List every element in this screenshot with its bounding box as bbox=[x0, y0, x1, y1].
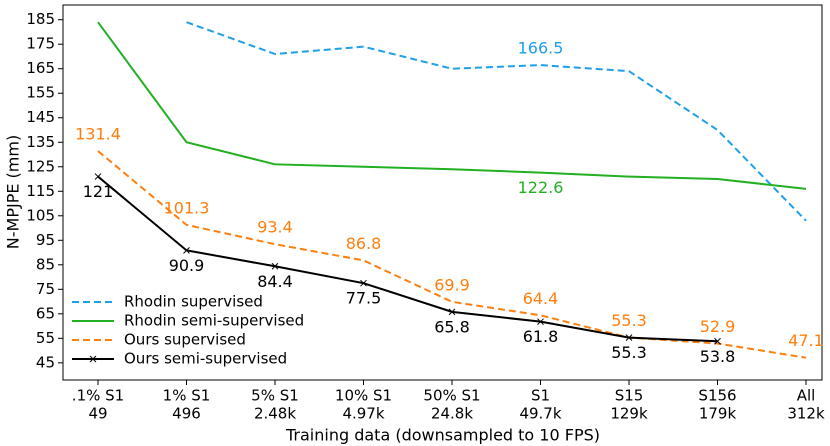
x-tick-label: S15 bbox=[615, 387, 644, 405]
data-label: 53.8 bbox=[700, 347, 736, 366]
legend-label: Ours supervised bbox=[124, 331, 246, 349]
x-tick-sublabel: 49 bbox=[88, 405, 107, 423]
point-marker bbox=[271, 262, 279, 270]
point-marker bbox=[537, 318, 544, 326]
legend-label: Rhodin semi-supervised bbox=[124, 312, 304, 330]
y-tick-label: 55 bbox=[36, 329, 55, 347]
x-tick-sublabel: 49.7k bbox=[519, 405, 561, 423]
data-label: 166.5 bbox=[518, 39, 564, 58]
legend-marker bbox=[89, 355, 97, 363]
x-tick-sublabel: 2.48k bbox=[254, 405, 296, 423]
data-label: 122.6 bbox=[518, 178, 564, 197]
data-label: 47.1 bbox=[788, 331, 824, 350]
series-line bbox=[97, 175, 718, 343]
data-label: 90.9 bbox=[169, 256, 205, 275]
y-tick-label: 145 bbox=[26, 108, 55, 126]
y-tick-label: 125 bbox=[26, 157, 55, 175]
point-marker bbox=[448, 308, 456, 316]
x-tick-label: .1% S1 bbox=[72, 387, 124, 405]
legend-label: Ours semi-supervised bbox=[124, 350, 287, 368]
data-label: 55.3 bbox=[611, 343, 647, 362]
y-tick-label: 75 bbox=[36, 280, 55, 298]
data-label: 55.3 bbox=[611, 311, 647, 330]
x-tick-sublabel: 496 bbox=[172, 405, 201, 423]
y-axis-label: N-MPJPE (mm) bbox=[4, 135, 23, 249]
data-label: 131.4 bbox=[75, 125, 121, 144]
y-tick-label: 45 bbox=[36, 353, 55, 371]
series-line bbox=[97, 21, 807, 190]
data-label: 69.9 bbox=[434, 275, 470, 294]
x-tick-label: S1 bbox=[531, 387, 550, 405]
data-label: 86.8 bbox=[346, 234, 382, 253]
data-label: 61.8 bbox=[523, 327, 559, 346]
point-marker bbox=[360, 279, 367, 287]
y-tick-label: 165 bbox=[26, 59, 55, 77]
y-tick-label: 175 bbox=[26, 35, 55, 53]
x-tick-sublabel: 129k bbox=[610, 405, 648, 423]
y-tick-label: 65 bbox=[36, 304, 55, 322]
x-tick-sublabel: 179k bbox=[699, 405, 737, 423]
x-tick-label: 10% S1 bbox=[335, 387, 392, 405]
data-label: 52.9 bbox=[700, 317, 736, 336]
data-label: 65.8 bbox=[434, 317, 470, 336]
legend-label: Rhodin supervised bbox=[124, 293, 263, 311]
y-tick-label: 135 bbox=[26, 133, 55, 151]
x-tick-label: S156 bbox=[698, 387, 736, 405]
data-label: 93.4 bbox=[257, 218, 293, 237]
data-label: 121 bbox=[83, 182, 114, 201]
y-tick-label: 85 bbox=[36, 255, 55, 273]
x-tick-label: 50% S1 bbox=[423, 387, 480, 405]
x-tick-sublabel: 24.8k bbox=[431, 405, 473, 423]
y-tick-label: 185 bbox=[26, 10, 55, 28]
point-marker bbox=[94, 173, 102, 180]
point-marker bbox=[183, 246, 190, 254]
series-line bbox=[97, 150, 807, 359]
x-tick-label: 5% S1 bbox=[251, 387, 299, 405]
data-label: 101.3 bbox=[164, 198, 210, 217]
series-line bbox=[186, 21, 807, 222]
data-label: 84.4 bbox=[257, 272, 293, 291]
data-label: 77.5 bbox=[346, 289, 382, 308]
x-tick-sublabel: 312k bbox=[787, 405, 825, 423]
y-tick-label: 105 bbox=[26, 206, 55, 224]
data-label: 64.4 bbox=[523, 289, 559, 308]
x-tick-label: 1% S1 bbox=[163, 387, 211, 405]
y-tick-label: 95 bbox=[36, 231, 55, 249]
point-marker bbox=[625, 334, 633, 341]
plot-frame bbox=[62, 4, 823, 381]
y-tick-label: 155 bbox=[26, 84, 55, 102]
x-axis-label: Training data (downsampled to 10 FPS) bbox=[285, 426, 600, 445]
point-marker bbox=[714, 337, 721, 345]
x-tick-sublabel: 4.97k bbox=[342, 405, 384, 423]
x-tick-label: All bbox=[797, 387, 816, 405]
y-tick-label: 115 bbox=[26, 182, 55, 200]
